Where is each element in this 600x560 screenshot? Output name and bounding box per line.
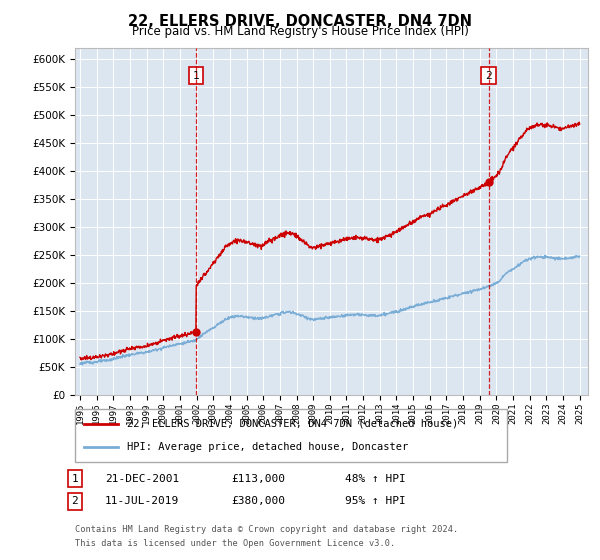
- Text: Price paid vs. HM Land Registry's House Price Index (HPI): Price paid vs. HM Land Registry's House …: [131, 25, 469, 38]
- Text: 11-JUL-2019: 11-JUL-2019: [105, 496, 179, 506]
- Text: 22, ELLERS DRIVE, DONCASTER, DN4 7DN: 22, ELLERS DRIVE, DONCASTER, DN4 7DN: [128, 14, 472, 29]
- Text: 1: 1: [193, 71, 199, 81]
- Text: 2: 2: [485, 71, 492, 81]
- Text: 2: 2: [71, 496, 79, 506]
- Text: £113,000: £113,000: [231, 474, 285, 484]
- Text: 95% ↑ HPI: 95% ↑ HPI: [345, 496, 406, 506]
- Text: 1: 1: [71, 474, 79, 484]
- Text: 21-DEC-2001: 21-DEC-2001: [105, 474, 179, 484]
- Text: HPI: Average price, detached house, Doncaster: HPI: Average price, detached house, Donc…: [127, 442, 408, 452]
- Text: This data is licensed under the Open Government Licence v3.0.: This data is licensed under the Open Gov…: [75, 539, 395, 548]
- Text: 48% ↑ HPI: 48% ↑ HPI: [345, 474, 406, 484]
- Text: Contains HM Land Registry data © Crown copyright and database right 2024.: Contains HM Land Registry data © Crown c…: [75, 525, 458, 534]
- Text: £380,000: £380,000: [231, 496, 285, 506]
- Text: 22, ELLERS DRIVE, DONCASTER, DN4 7DN (detached house): 22, ELLERS DRIVE, DONCASTER, DN4 7DN (de…: [127, 419, 458, 429]
